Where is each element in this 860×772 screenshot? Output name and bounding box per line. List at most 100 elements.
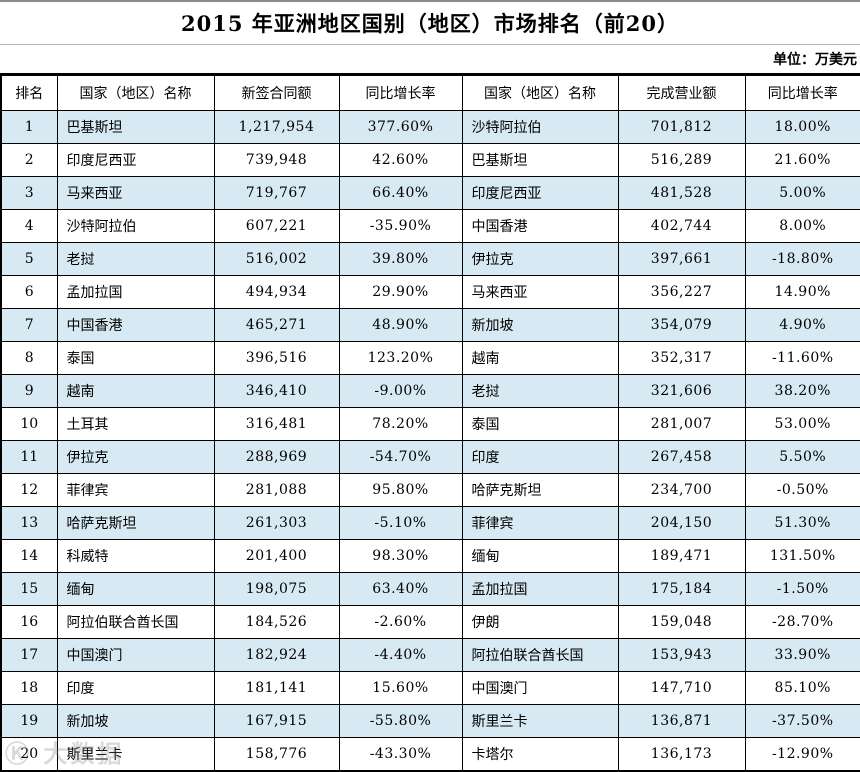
contract-country-cell: 缅甸 [56,572,215,606]
turnover-value-cell: 136,871 [617,704,746,738]
ranking-table: 排名 国家（地区）名称 新签合同额 同比增长率 国家（地区）名称 完成营业额 同… [0,73,860,772]
turnover-growth-cell: -11.60% [744,341,860,375]
turnover-growth-cell: -0.50% [744,473,860,507]
contract-value-cell: 346,410 [213,374,340,408]
turnover-value-cell: 136,173 [617,737,746,772]
rank-cell: 9 [0,374,58,408]
table-body: 1 巴基斯坦 1,217,954 377.60% 沙特阿拉伯 701,812 1… [0,110,860,772]
turnover-growth-cell: 51.30% [744,506,860,540]
rank-cell: 19 [0,704,58,738]
turnover-value-cell: 354,079 [617,308,746,342]
rank-cell: 1 [0,110,58,144]
turnover-country-cell: 泰国 [461,407,619,441]
rank-cell: 11 [0,440,58,474]
turnover-growth-cell: 4.90% [744,308,860,342]
contract-growth-cell: 39.80% [338,242,463,276]
contract-value-cell: 607,221 [213,209,340,243]
turnover-country-cell: 孟加拉国 [461,572,619,606]
contract-value-cell: 739,948 [213,143,340,177]
rank-cell: 15 [0,572,58,606]
rank-cell: 10 [0,407,58,441]
turnover-value-cell: 189,471 [617,539,746,573]
contract-country-cell: 斯里兰卡 [56,737,215,772]
table-row: 18 印度 181,141 15.60% 中国澳门 147,710 85.10% [0,671,860,705]
header-turnover-growth: 同比增长率 [744,74,860,111]
contract-growth-cell: 63.40% [338,572,463,606]
turnover-value-cell: 281,007 [617,407,746,441]
contract-country-cell: 伊拉克 [56,440,215,474]
contract-value-cell: 719,767 [213,176,340,210]
contract-country-cell: 沙特阿拉伯 [56,209,215,243]
turnover-country-cell: 巴基斯坦 [461,143,619,177]
contract-value-cell: 465,271 [213,308,340,342]
contract-country-cell: 印度尼西亚 [56,143,215,177]
header-new-contract-amount: 新签合同额 [213,74,340,111]
contract-country-cell: 中国香港 [56,308,215,342]
rank-cell: 20 [0,737,58,772]
contract-value-cell: 182,924 [213,638,340,672]
turnover-country-cell: 中国香港 [461,209,619,243]
turnover-country-cell: 老挝 [461,374,619,408]
turnover-value-cell: 516,289 [617,143,746,177]
table-row: 19 新加坡 167,915 -55.80% 斯里兰卡 136,871 -37.… [0,704,860,738]
contract-country-cell: 菲律宾 [56,473,215,507]
table-row: 12 菲律宾 281,088 95.80% 哈萨克斯坦 234,700 -0.5… [0,473,860,507]
turnover-growth-cell: 18.00% [744,110,860,144]
rank-cell: 4 [0,209,58,243]
turnover-growth-cell: 21.60% [744,143,860,177]
turnover-growth-cell: -28.70% [744,605,860,639]
table-row: 6 孟加拉国 494,934 29.90% 马来西亚 356,227 14.90… [0,275,860,309]
turnover-value-cell: 701,812 [617,110,746,144]
contract-value-cell: 184,526 [213,605,340,639]
contract-country-cell: 老挝 [56,242,215,276]
contract-growth-cell: 78.20% [338,407,463,441]
contract-country-cell: 科威特 [56,539,215,573]
contract-growth-cell: 123.20% [338,341,463,375]
turnover-growth-cell: 5.00% [744,176,860,210]
contract-growth-cell: 377.60% [338,110,463,144]
contract-value-cell: 167,915 [213,704,340,738]
contract-value-cell: 288,969 [213,440,340,474]
table-header-row: 排名 国家（地区）名称 新签合同额 同比增长率 国家（地区）名称 完成营业额 同… [0,74,860,111]
turnover-growth-cell: -18.80% [744,242,860,276]
contract-growth-cell: -2.60% [338,605,463,639]
contract-country-cell: 阿拉伯联合酋长国 [56,605,215,639]
header-country-turnover: 国家（地区）名称 [461,74,619,111]
contract-country-cell: 孟加拉国 [56,275,215,309]
table-row: 20 斯里兰卡 158,776 -43.30% 卡塔尔 136,173 -12.… [0,737,860,772]
turnover-value-cell: 397,661 [617,242,746,276]
turnover-value-cell: 204,150 [617,506,746,540]
header-country-contract: 国家（地区）名称 [56,74,215,111]
rank-cell: 17 [0,638,58,672]
turnover-growth-cell: 33.90% [744,638,860,672]
contract-growth-cell: -43.30% [338,737,463,772]
contract-country-cell: 中国澳门 [56,638,215,672]
turnover-country-cell: 哈萨克斯坦 [461,473,619,507]
contract-value-cell: 1,217,954 [213,110,340,144]
turnover-value-cell: 147,710 [617,671,746,705]
contract-growth-cell: -4.40% [338,638,463,672]
rank-cell: 18 [0,671,58,705]
turnover-growth-cell: 38.20% [744,374,860,408]
contract-growth-cell: 29.90% [338,275,463,309]
turnover-value-cell: 321,606 [617,374,746,408]
table-row: 13 哈萨克斯坦 261,303 -5.10% 菲律宾 204,150 51.3… [0,506,860,540]
contract-value-cell: 198,075 [213,572,340,606]
rank-cell: 6 [0,275,58,309]
turnover-growth-cell: 85.10% [744,671,860,705]
turnover-growth-cell: -12.90% [744,737,860,772]
rank-cell: 13 [0,506,58,540]
turnover-growth-cell: 8.00% [744,209,860,243]
turnover-country-cell: 缅甸 [461,539,619,573]
rank-cell: 8 [0,341,58,375]
contract-value-cell: 396,516 [213,341,340,375]
contract-value-cell: 201,400 [213,539,340,573]
contract-country-cell: 哈萨克斯坦 [56,506,215,540]
table-row: 15 缅甸 198,075 63.40% 孟加拉国 175,184 -1.50% [0,572,860,606]
table-row: 14 科威特 201,400 98.30% 缅甸 189,471 131.50% [0,539,860,573]
contract-growth-cell: 15.60% [338,671,463,705]
table-row: 5 老挝 516,002 39.80% 伊拉克 397,661 -18.80% [0,242,860,276]
turnover-country-cell: 越南 [461,341,619,375]
table-row: 3 马来西亚 719,767 66.40% 印度尼西亚 481,528 5.00… [0,176,860,210]
table-row: 1 巴基斯坦 1,217,954 377.60% 沙特阿拉伯 701,812 1… [0,110,860,144]
